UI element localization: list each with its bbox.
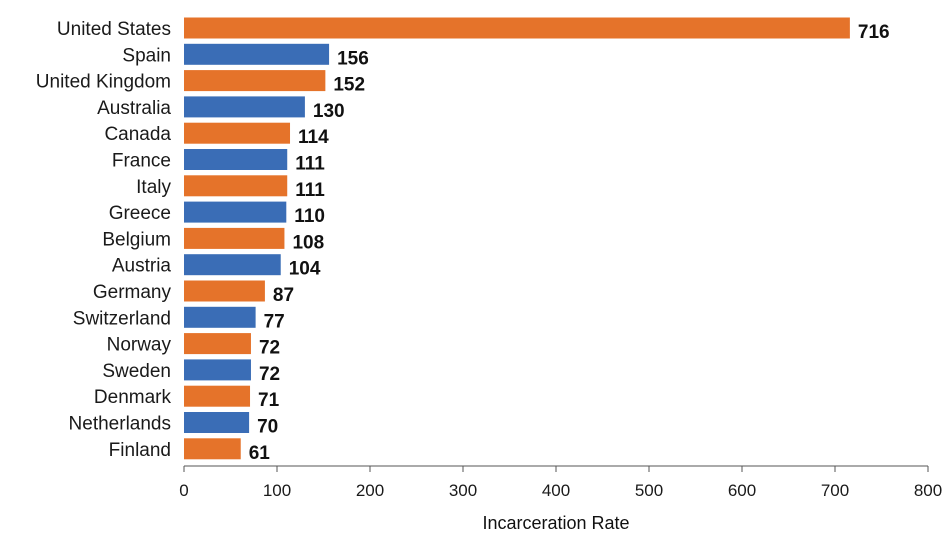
data-label: 108 — [292, 232, 324, 253]
category-label: Netherlands — [69, 414, 171, 435]
x-tick-label: 500 — [635, 481, 663, 500]
bar — [184, 333, 251, 355]
value-labels: 716 156 152 130 114 111 111 110 108 104 87 77 72 72 71… — [249, 22, 890, 464]
category-label: Spain — [122, 45, 171, 66]
bar — [184, 96, 305, 118]
x-tick-label: 0 — [179, 481, 188, 500]
data-label: 152 — [333, 75, 365, 96]
data-label: 114 — [298, 127, 329, 148]
data-label: 71 — [258, 390, 280, 411]
category-label: Greece — [109, 203, 171, 224]
data-label: 111 — [295, 154, 325, 175]
bar — [184, 438, 241, 460]
bar — [184, 201, 287, 223]
data-label: 716 — [858, 22, 890, 43]
bar — [184, 17, 850, 39]
bar — [184, 70, 326, 92]
data-label: 61 — [249, 443, 271, 464]
bar — [184, 280, 265, 302]
bars-group — [184, 17, 850, 460]
x-tick-label: 700 — [821, 481, 849, 500]
data-label: 70 — [257, 417, 278, 438]
data-label: 130 — [313, 101, 345, 122]
data-label: 72 — [259, 364, 280, 385]
data-label: 111 — [295, 180, 325, 201]
bar — [184, 412, 250, 433]
x-tick-label: 100 — [263, 481, 291, 500]
category-label: Austria — [112, 256, 172, 277]
bar — [184, 122, 291, 144]
x-tick-label: 800 — [914, 481, 942, 500]
category-label: United States — [57, 19, 171, 40]
bar — [184, 175, 288, 197]
category-label: Denmark — [94, 387, 172, 408]
category-label: Switzerland — [73, 308, 171, 329]
category-label: Finland — [109, 440, 171, 461]
bar — [184, 254, 281, 276]
x-tick-label: 600 — [728, 481, 756, 500]
bar — [184, 227, 285, 249]
data-label: 110 — [294, 206, 325, 227]
data-label: 77 — [264, 311, 285, 332]
bar — [184, 306, 256, 328]
bar — [184, 149, 288, 170]
category-label: Germany — [93, 282, 172, 303]
category-labels: United States Spain United Kingdom Australi… — [36, 19, 172, 461]
data-label: 87 — [273, 285, 294, 306]
x-tick-label: 300 — [449, 481, 477, 500]
x-axis-ticks: 0 100 200 300 400 500 600 700 800 — [179, 466, 942, 500]
category-label: Norway — [107, 335, 172, 356]
bar — [184, 359, 251, 381]
bar — [184, 385, 251, 407]
category-label: Canada — [104, 124, 171, 145]
category-label: Sweden — [102, 361, 171, 382]
data-label: 104 — [289, 259, 321, 280]
bar — [184, 43, 330, 65]
data-label: 156 — [337, 48, 369, 69]
category-label: Belgium — [102, 229, 171, 250]
category-label: United Kingdom — [36, 72, 171, 93]
category-label: France — [112, 151, 171, 172]
x-axis-title: Incarceration Rate — [482, 513, 629, 533]
data-label: 72 — [259, 338, 280, 359]
category-label: Australia — [97, 98, 171, 119]
x-tick-label: 400 — [542, 481, 570, 500]
category-label: Italy — [136, 177, 171, 198]
x-tick-label: 200 — [356, 481, 384, 500]
